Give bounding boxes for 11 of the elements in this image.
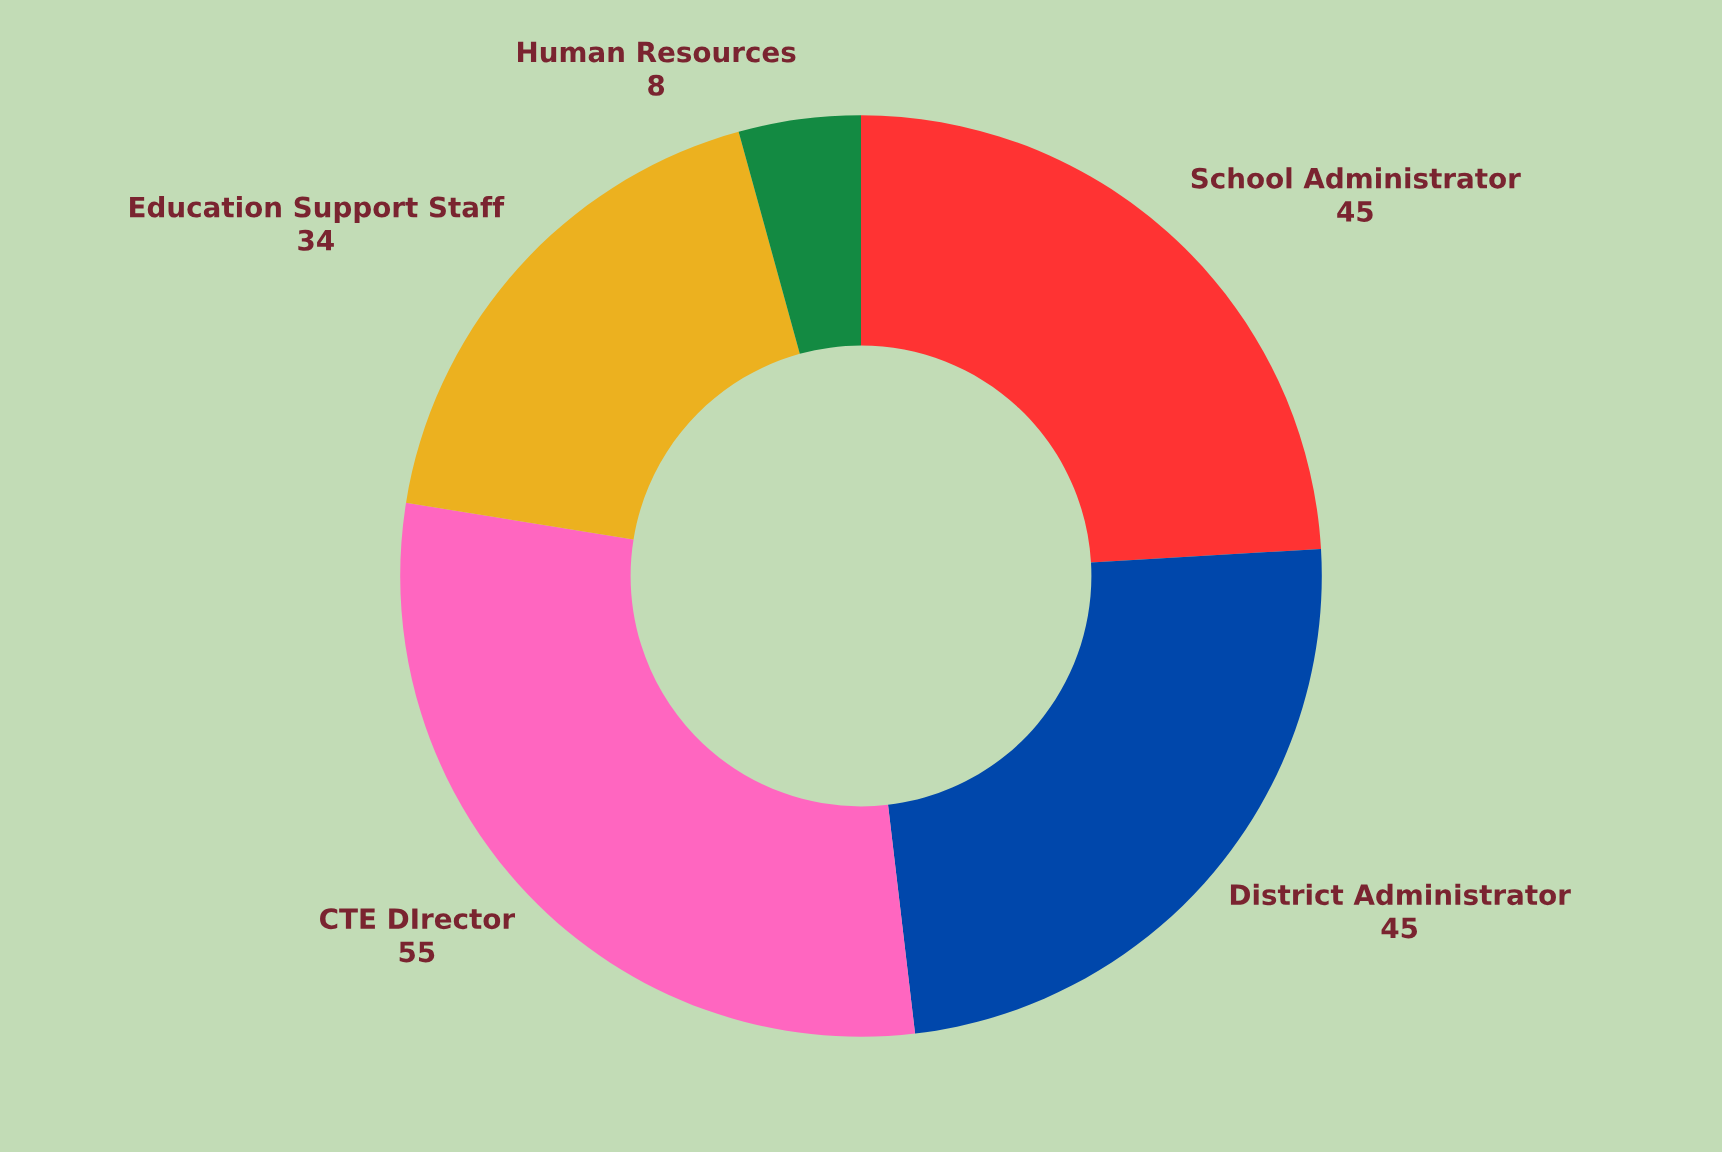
slice-label: District Administrator xyxy=(1230,883,1571,906)
data-label: 34 xyxy=(298,229,334,251)
donut-slice xyxy=(738,115,861,354)
data-label: 45 xyxy=(1337,201,1373,222)
slice-label: CTE DIrector xyxy=(320,908,516,930)
slice-label: Education Support Staff xyxy=(130,196,505,223)
slice-label: School Administrator xyxy=(1191,167,1521,189)
data-label: 8 xyxy=(648,74,665,96)
slice-label: Human Resources xyxy=(518,41,796,63)
data-label: 45 xyxy=(1381,917,1418,939)
data-label: 55 xyxy=(399,941,435,963)
